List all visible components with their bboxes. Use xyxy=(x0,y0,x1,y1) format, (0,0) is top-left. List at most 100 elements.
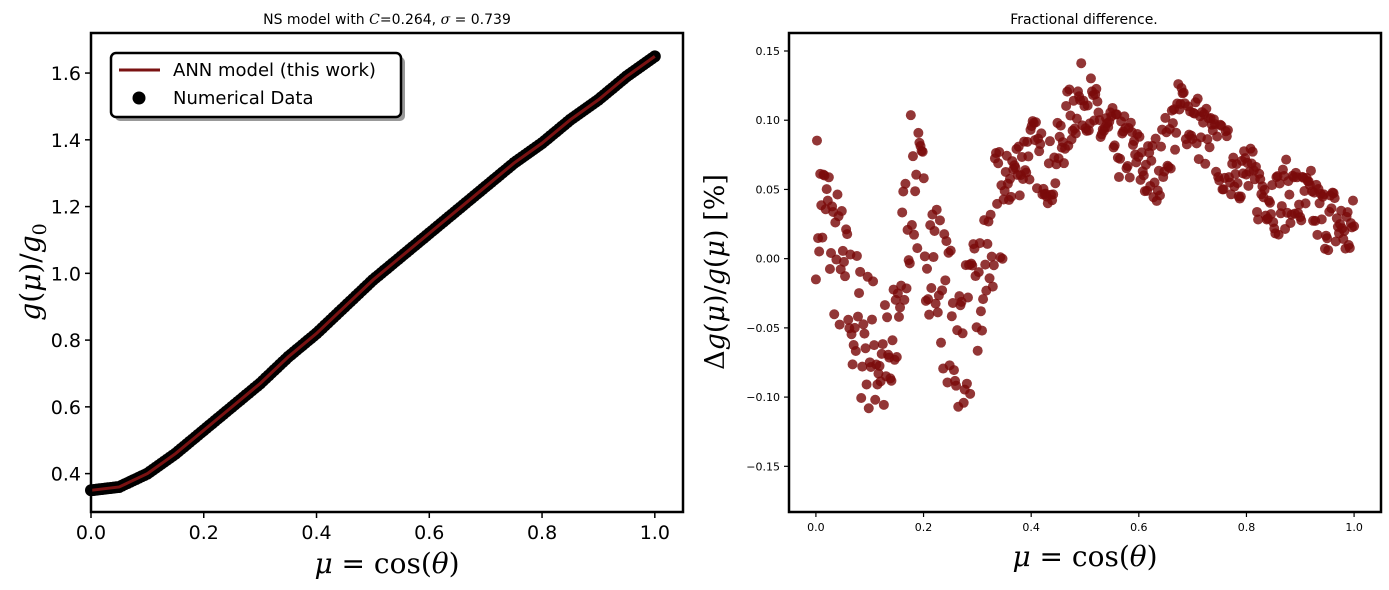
right-chart: Fractional difference. 0.0 0.2 0.4 0.6 0.8 1.… xyxy=(700,12,1383,573)
fractional-difference-point xyxy=(980,259,991,270)
fractional-difference-point xyxy=(887,335,898,346)
fractional-difference-point xyxy=(977,325,988,336)
fractional-difference-point xyxy=(897,207,908,218)
fractional-difference-point xyxy=(973,267,984,278)
right-y-tick-label: −0.10 xyxy=(746,391,780,404)
fractional-difference-point xyxy=(1300,198,1311,209)
right-y-tick-label: 0.15 xyxy=(756,45,781,58)
fractional-difference-point xyxy=(1192,93,1203,104)
fractional-difference-point xyxy=(934,215,945,226)
fractional-difference-point xyxy=(918,173,929,184)
fractional-difference-point xyxy=(1022,136,1033,147)
fractional-difference-point xyxy=(1204,142,1215,153)
fractional-difference-point xyxy=(1064,84,1075,95)
fractional-difference-point xyxy=(1312,229,1323,240)
fractional-difference-point xyxy=(1071,113,1082,124)
fractional-difference-point xyxy=(879,300,890,311)
right-y-axis-label: Δg(μ)/g(μ) [%] xyxy=(700,174,731,370)
right-chart-marks xyxy=(810,58,1360,414)
left-y-tick-label: 0.4 xyxy=(51,464,81,486)
fractional-difference-point xyxy=(1323,245,1334,256)
fractional-difference-point xyxy=(851,250,862,261)
fractional-difference-point xyxy=(1014,190,1025,201)
fractional-difference-point xyxy=(1285,217,1296,228)
fractional-difference-point xyxy=(1264,197,1275,208)
fractional-difference-point xyxy=(985,209,996,220)
fractional-difference-point xyxy=(843,314,854,325)
fractional-difference-point xyxy=(1115,153,1126,164)
left-x-tick-label: 0.0 xyxy=(76,522,106,544)
fractional-difference-point xyxy=(900,178,911,189)
fractional-difference-point xyxy=(823,172,834,183)
fractional-difference-point xyxy=(847,359,858,370)
fractional-difference-point xyxy=(1061,100,1072,111)
fractional-difference-point xyxy=(967,260,978,271)
fractional-difference-point xyxy=(1349,221,1360,232)
fractional-difference-point xyxy=(1252,206,1263,217)
right-x-tick-label: 0.8 xyxy=(1238,521,1256,534)
fractional-difference-point xyxy=(860,343,871,354)
fractional-difference-point xyxy=(1243,180,1254,191)
fractional-difference-point xyxy=(1160,112,1171,123)
fractional-difference-point xyxy=(1276,201,1287,212)
right-x-axis: 0.0 0.2 0.4 0.6 0.8 1.0 xyxy=(807,512,1363,534)
fractional-difference-point xyxy=(850,346,861,357)
right-x-tick-label: 0.0 xyxy=(807,521,825,534)
fractional-difference-point xyxy=(946,311,957,322)
fractional-difference-point xyxy=(899,294,910,305)
fractional-difference-point xyxy=(857,361,868,372)
right-plot-frame xyxy=(787,31,1383,514)
right-x-tick-label: 0.4 xyxy=(1022,521,1040,534)
fractional-difference-point xyxy=(1092,96,1103,107)
fractional-difference-point xyxy=(987,281,998,292)
fractional-difference-point xyxy=(1165,163,1176,174)
fractional-difference-point xyxy=(1222,125,1233,136)
fractional-difference-point xyxy=(1253,214,1264,225)
fractional-difference-point xyxy=(1149,177,1160,188)
fractional-difference-point xyxy=(882,312,893,323)
fractional-difference-point xyxy=(941,236,952,247)
fractional-difference-point xyxy=(869,340,880,351)
fractional-difference-point xyxy=(957,328,968,339)
right-y-tick-label: 0.10 xyxy=(756,114,781,127)
left-y-tick-label: 0.6 xyxy=(51,397,81,419)
fractional-difference-point xyxy=(1136,147,1147,158)
legend-dot-swatch xyxy=(132,91,146,105)
fractional-difference-point xyxy=(1156,141,1167,152)
fractional-difference-point xyxy=(856,392,867,403)
fractional-difference-point xyxy=(1218,184,1229,195)
fractional-difference-point xyxy=(978,294,989,305)
fractional-difference-point xyxy=(1005,173,1016,184)
right-y-tick-label: −0.15 xyxy=(746,460,780,473)
right-y-tick-label: 0.00 xyxy=(756,253,781,266)
fractional-difference-point xyxy=(909,229,920,240)
fractional-difference-point xyxy=(1024,174,1035,185)
fractional-difference-point xyxy=(870,394,881,405)
fractional-difference-point xyxy=(1122,161,1133,172)
fractional-difference-point xyxy=(1273,229,1284,240)
fractional-difference-point xyxy=(936,337,947,348)
fractional-difference-point xyxy=(1150,133,1161,144)
left-chart-marks xyxy=(85,50,661,497)
fractional-difference-point xyxy=(1154,190,1165,201)
fractional-difference-point xyxy=(1344,242,1355,253)
fractional-difference-point xyxy=(1146,155,1157,166)
fractional-difference-point xyxy=(832,189,843,200)
fractional-difference-point xyxy=(1113,172,1124,183)
fractional-difference-point xyxy=(1339,225,1350,236)
fractional-difference-point xyxy=(917,146,928,157)
fractional-difference-point xyxy=(898,186,909,197)
fractional-difference-point xyxy=(863,403,874,414)
fractional-difference-point xyxy=(1082,100,1093,111)
fractional-difference-point xyxy=(892,288,903,299)
left-y-tick-label: 0.8 xyxy=(51,330,81,352)
left-y-axis: 0.4 0.6 0.8 1.0 1.2 1.4 1.6 xyxy=(51,63,91,486)
fractional-difference-point xyxy=(1109,140,1120,151)
fractional-difference-point xyxy=(937,285,948,296)
fractional-difference-point xyxy=(904,258,915,269)
legend-entry-numerical: Numerical Data xyxy=(173,88,314,109)
left-y-axis-label: g(μ)/g0 xyxy=(14,223,51,320)
fractional-difference-point xyxy=(1030,117,1041,128)
fractional-difference-point xyxy=(834,319,845,330)
fractional-difference-point xyxy=(962,292,973,303)
